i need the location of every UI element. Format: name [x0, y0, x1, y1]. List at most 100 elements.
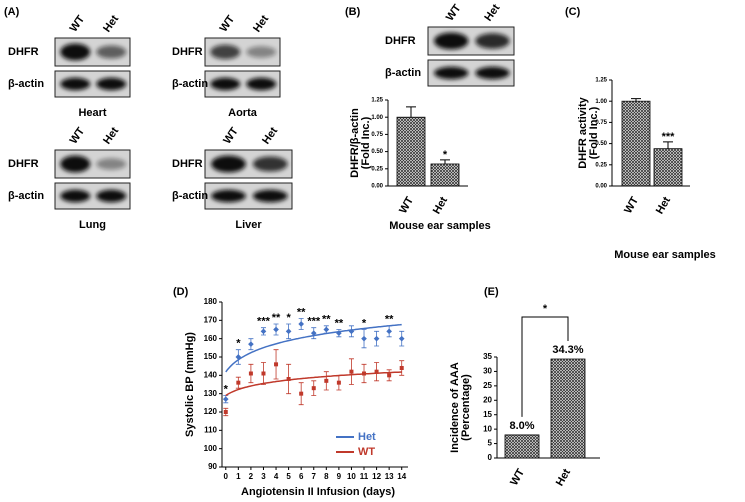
y-tick-label: 0.00	[595, 184, 607, 190]
point	[348, 328, 355, 335]
point	[373, 335, 380, 342]
y-tick-label: 0	[488, 453, 493, 462]
band	[252, 189, 288, 203]
row-label: β-actin	[172, 190, 208, 202]
band	[475, 33, 510, 49]
y-tick-label: 130	[204, 389, 218, 398]
legend-label: Het	[358, 431, 376, 443]
y-tick-label: 0.50	[371, 149, 383, 155]
band	[210, 44, 241, 60]
tissue-label: Liver	[235, 219, 262, 231]
row-label: DHFR	[8, 158, 39, 170]
y-axis-label: (Percentage)	[460, 374, 472, 441]
lane-label: Het	[251, 13, 271, 35]
point	[222, 396, 229, 402]
error-bar	[440, 159, 450, 164]
x-tick-label: 10	[347, 472, 356, 481]
x-tick-label: 7	[312, 472, 317, 481]
lane-label: WT	[68, 13, 88, 34]
significance: **	[297, 306, 306, 318]
y-tick-label: 170	[204, 315, 218, 324]
y-tick-label: 30	[483, 367, 492, 376]
error-bar	[663, 141, 673, 149]
point	[311, 386, 316, 391]
y-axis-label: (Fold Inc.)	[360, 116, 372, 169]
y-tick-label: 15	[483, 410, 492, 419]
row-label: β-actin	[8, 190, 44, 202]
significance: **	[385, 314, 394, 326]
point	[398, 335, 405, 342]
point	[235, 354, 242, 360]
band	[252, 156, 288, 172]
y-axis-label: DHFR activity	[577, 96, 589, 168]
band	[210, 77, 241, 91]
x-tick-label: 0	[224, 472, 229, 481]
band	[96, 77, 127, 91]
significance: ***	[257, 316, 271, 328]
y-axis-label: DHFR/β-actin	[349, 108, 361, 178]
row-label: β-actin	[8, 78, 44, 90]
tissue-label: Heart	[78, 107, 106, 119]
y-tick-label: 35	[483, 352, 492, 361]
point	[273, 326, 279, 333]
lane-label: WT	[218, 13, 238, 34]
row-label: β-actin	[172, 78, 208, 90]
point	[324, 378, 329, 383]
row-label: DHFR	[8, 46, 39, 58]
point	[362, 371, 367, 376]
comparison-bracket	[521, 316, 569, 417]
y-axis-label: Incidence of AAA	[449, 362, 461, 453]
tissue-label: Aorta	[228, 107, 258, 119]
y-tick-label: 1.25	[371, 98, 383, 104]
x-tick-label: 4	[274, 472, 279, 481]
y-tick-label: 110	[204, 425, 217, 434]
x-tick-label: 9	[337, 472, 342, 481]
x-tick-label: 14	[397, 472, 406, 481]
x-axis-label: Angiotensin II Infusion (days)	[241, 486, 395, 498]
band	[246, 77, 277, 91]
point	[285, 328, 292, 335]
x-tick-label: Het	[654, 195, 673, 217]
bar	[550, 358, 586, 459]
band	[96, 189, 127, 203]
point	[223, 410, 228, 414]
y-tick-label: 0.75	[595, 120, 607, 126]
band	[475, 66, 510, 80]
significance: ***	[307, 316, 321, 328]
y-tick-label: 0.75	[371, 132, 383, 138]
significance: *	[224, 383, 229, 395]
bar	[430, 163, 460, 187]
point	[310, 330, 317, 336]
row-label: β-actin	[385, 67, 421, 79]
point	[248, 371, 253, 376]
x-tick-label: WT	[397, 195, 416, 216]
x-tick-label: Het	[554, 467, 573, 489]
y-tick-label: 180	[204, 297, 218, 306]
point	[361, 335, 367, 342]
bar	[621, 100, 651, 187]
lane-label: Het	[482, 2, 502, 24]
y-tick-label: 20	[483, 395, 492, 404]
point	[286, 377, 291, 381]
significance: *	[236, 338, 241, 350]
error-bar	[406, 106, 416, 118]
y-tick-label: 1.00	[371, 115, 383, 121]
x-axis-label: Mouse ear samples	[389, 220, 491, 232]
band	[246, 46, 277, 58]
y-tick-label: 150	[204, 352, 218, 361]
point	[248, 341, 254, 347]
point	[274, 362, 279, 367]
point	[260, 328, 267, 335]
y-axis-label: Systolic BP (mmHg)	[184, 332, 196, 437]
point	[387, 373, 392, 378]
point	[236, 380, 241, 385]
significance: **	[272, 312, 281, 324]
band	[434, 32, 469, 50]
y-axis-label: (Fold Inc.)	[588, 106, 600, 159]
band	[96, 45, 127, 59]
y-tick-label: 140	[204, 370, 218, 379]
y-tick-label: 120	[204, 407, 218, 416]
y-tick-label: 90	[208, 462, 217, 471]
point	[261, 371, 266, 376]
